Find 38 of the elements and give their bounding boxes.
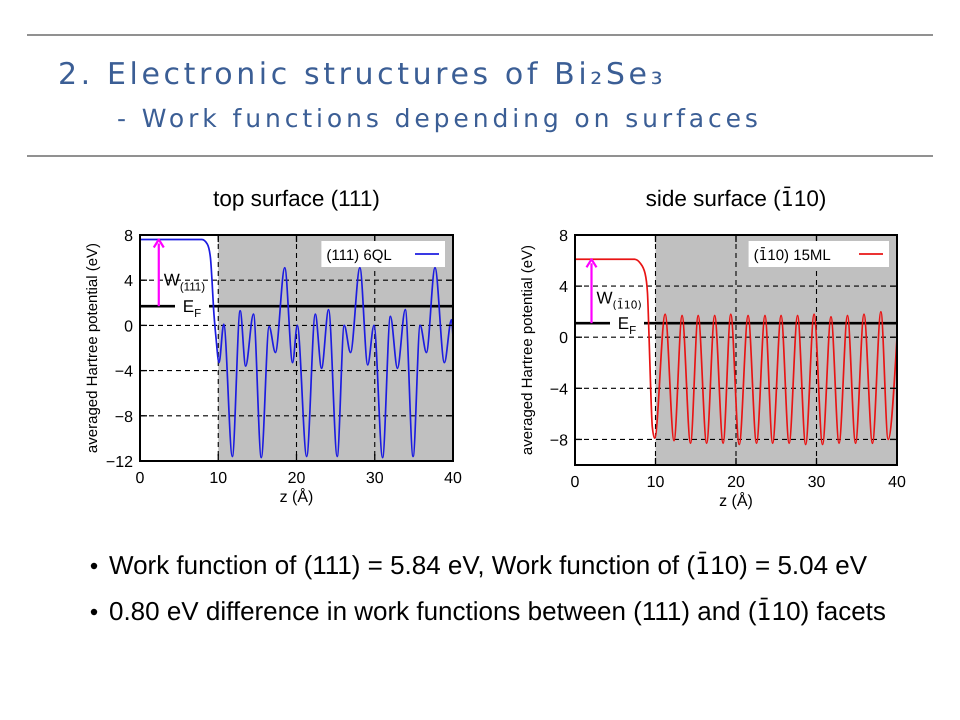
y-tick-label: −4 [550,381,568,398]
y-tick-label: 4 [124,273,134,290]
y-axis-title: averaged Hartree potential (eV) [519,244,536,456]
y-tick-label: −8 [550,432,568,450]
annotation: W$_{(111)}$ [164,270,206,294]
y-tick-label: 8 [559,228,568,245]
y-tick-label: 0 [124,318,134,336]
x-tick-label: 40 [444,470,462,487]
line-series [139,238,454,458]
text: 2. Electronic structures of Bi₂Se₃ [58,57,666,92]
text: 0.80 eV difference in work functions between (111) and (1̄10) facets [109,596,886,626]
x-tick-label: 10 [209,470,228,487]
text: Work function of (111) = 5.84 eV, Work function of (1̄10) = 5.04 eV [109,550,868,580]
y-tick-label: −12 [106,454,134,471]
chart-title: top surface (111) [213,186,380,211]
legend-label: (1̄10) 15ML [754,246,831,264]
y-tick-label: −8 [114,408,134,426]
legend-label: (111) 6QL [326,247,392,264]
x-tick-label: 30 [366,470,384,487]
y-tick-label: 8 [124,228,134,245]
y-tick-label: −4 [114,364,134,381]
x-axis-title: z (Å) [719,492,753,510]
text: - Work functions depending on surfaces [117,104,762,133]
x-tick-label: 40 [888,474,906,491]
x-axis-title: z (Å) [280,488,314,506]
x-tick-label: 10 [646,474,664,491]
x-tick-label: 30 [808,474,826,491]
y-tick-label: 0 [559,330,568,348]
x-tick-label: 20 [288,470,306,487]
annotation: W$_{(1̄10)}$ [596,288,642,312]
y-axis-title: averaged Hartree potential (eV) [84,242,101,454]
chart-title: side surface (1̄10) [646,186,826,211]
x-tick-label: 0 [136,470,145,487]
ref-line-label: E$_{F}$ [182,297,202,320]
ref-line-label: E$_{F}$ [618,314,636,337]
x-tick-label: 20 [727,474,745,491]
y-tick-label: 4 [559,279,568,296]
x-tick-label: 0 [570,474,580,491]
